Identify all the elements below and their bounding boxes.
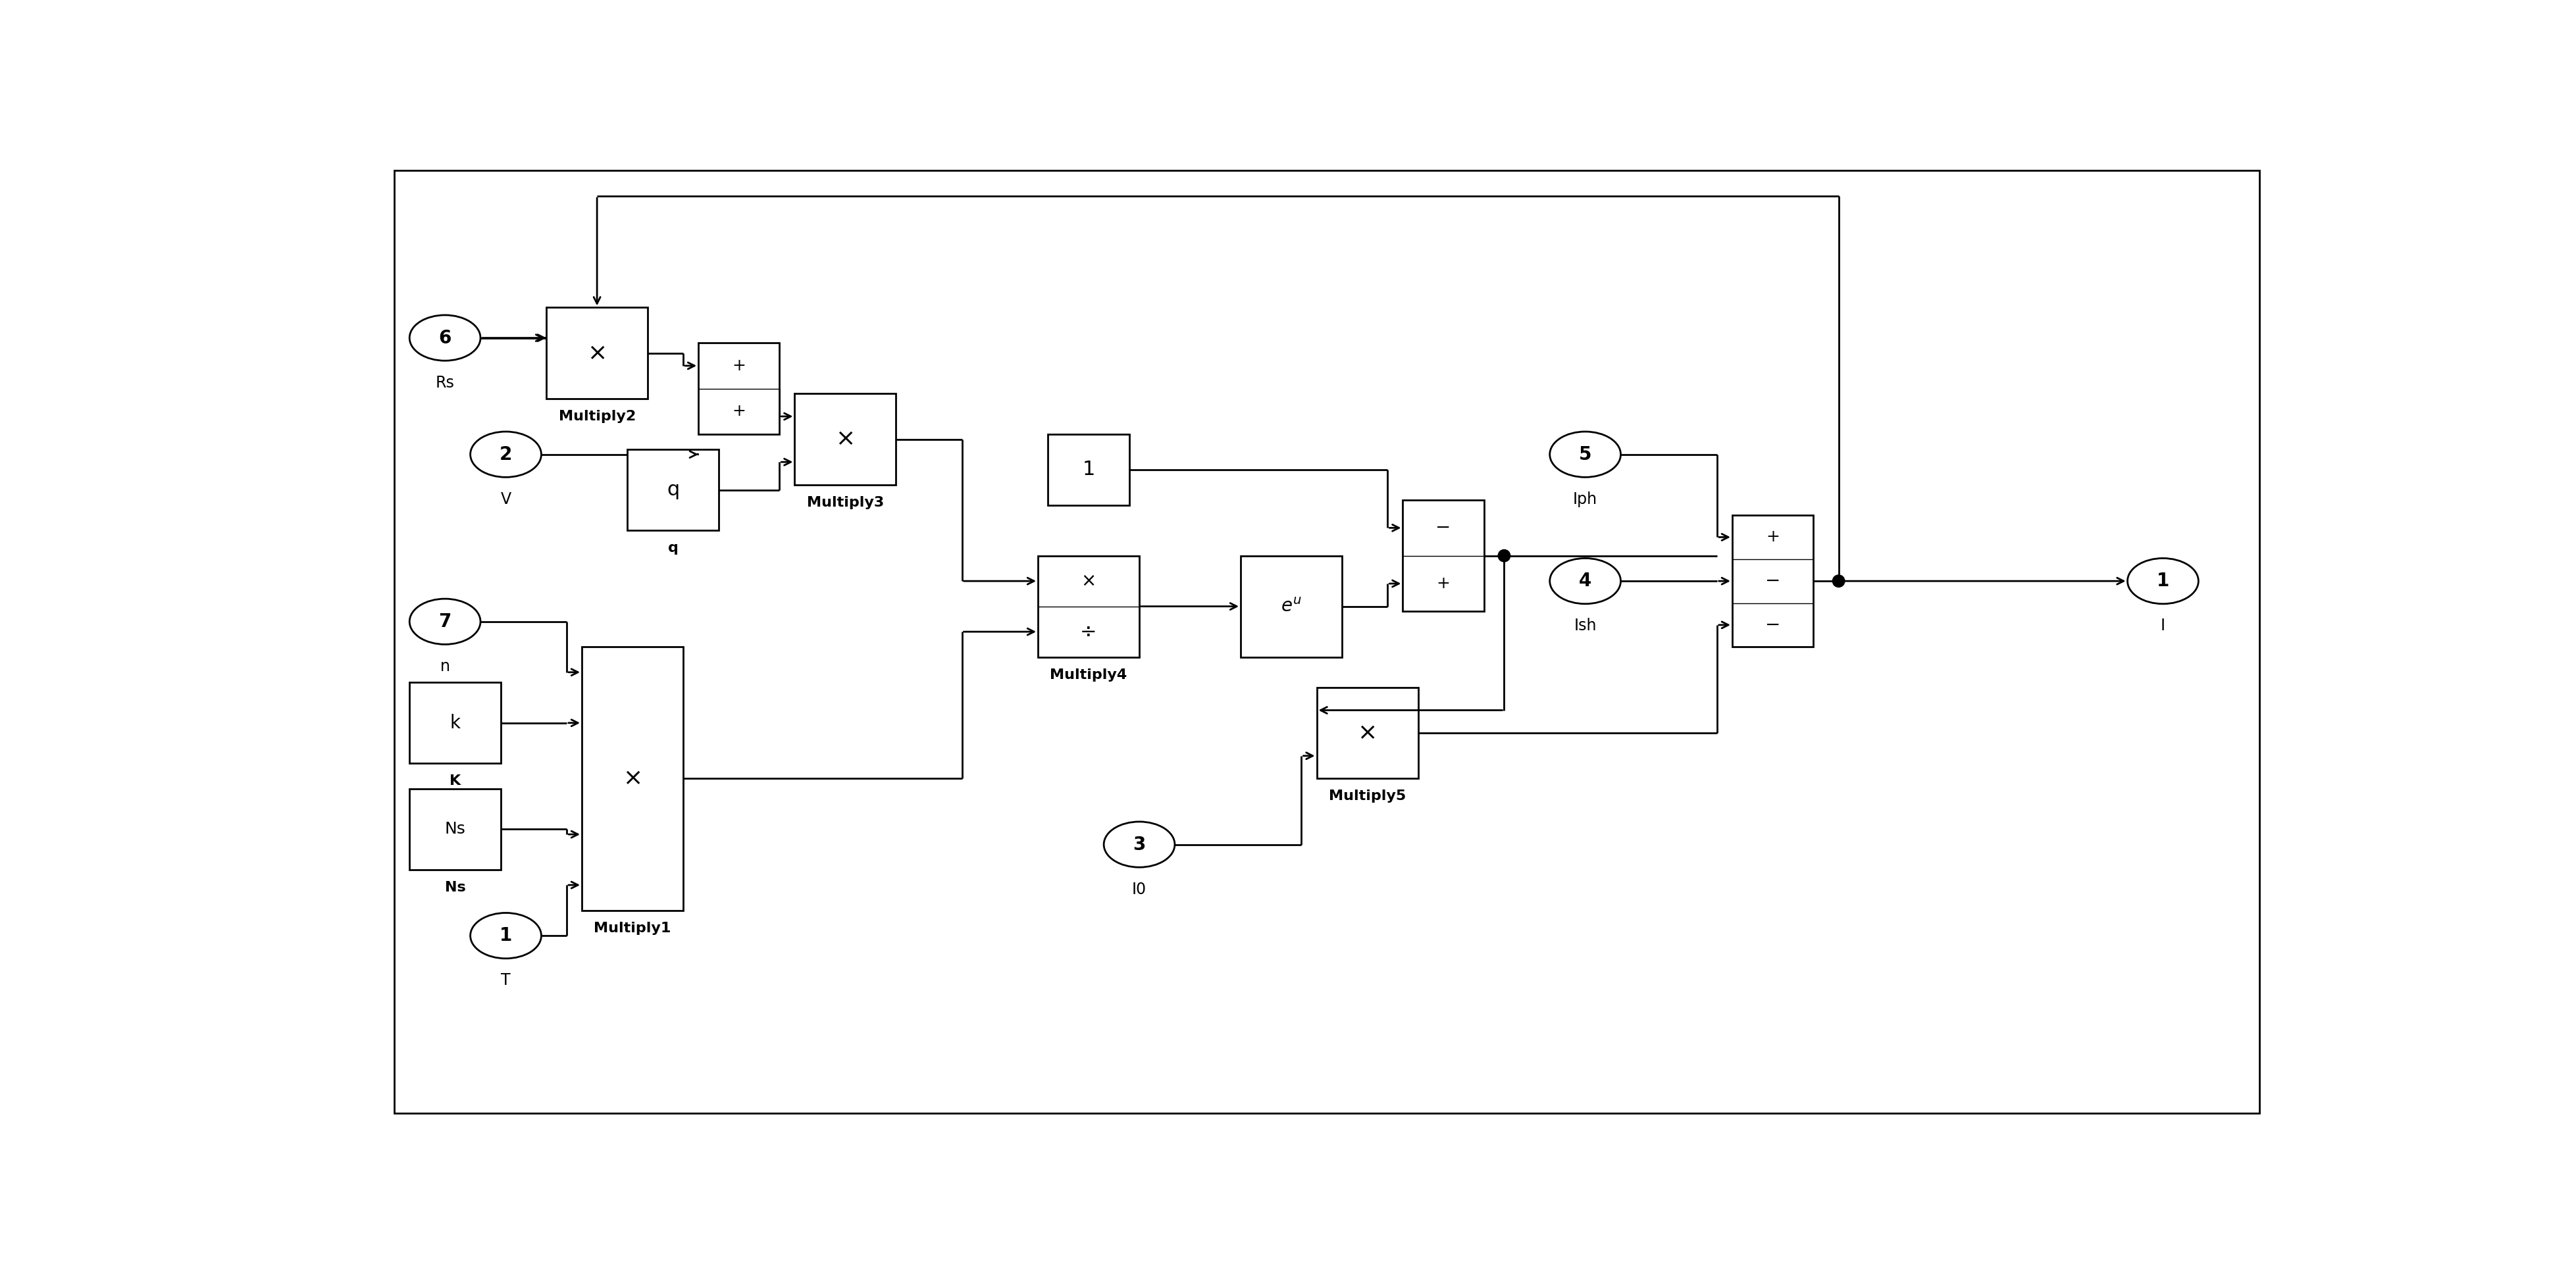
Bar xyxy=(629,449,719,531)
Ellipse shape xyxy=(2128,558,2197,604)
Bar xyxy=(1038,555,1139,657)
Ellipse shape xyxy=(1103,821,1175,867)
Text: n: n xyxy=(440,659,451,674)
Text: Multiply5: Multiply5 xyxy=(1329,789,1406,803)
Text: Multiply2: Multiply2 xyxy=(559,409,636,423)
Text: 7: 7 xyxy=(438,613,451,631)
Ellipse shape xyxy=(1551,558,1620,604)
Ellipse shape xyxy=(1551,431,1620,477)
Text: −: − xyxy=(1765,572,1780,591)
Bar xyxy=(793,394,896,485)
Bar xyxy=(410,683,500,764)
Bar xyxy=(546,307,647,399)
Text: V: V xyxy=(500,491,510,508)
Text: +: + xyxy=(1767,530,1780,545)
Text: 3: 3 xyxy=(1133,835,1146,853)
Text: 6: 6 xyxy=(438,329,451,347)
Text: ×: × xyxy=(1082,572,1097,591)
Text: +: + xyxy=(732,403,747,420)
Text: ×: × xyxy=(587,341,608,365)
Bar xyxy=(410,789,500,870)
Text: Ns: Ns xyxy=(446,821,466,838)
Text: ÷: ÷ xyxy=(1079,622,1097,641)
Bar xyxy=(1316,687,1417,779)
Text: I0: I0 xyxy=(1131,881,1146,898)
Text: Iph: Iph xyxy=(1574,491,1597,508)
Text: +: + xyxy=(1437,576,1450,591)
Text: T: T xyxy=(500,972,510,989)
Text: 1: 1 xyxy=(2156,572,2169,591)
Circle shape xyxy=(1832,576,1844,587)
Text: Ish: Ish xyxy=(1574,618,1597,634)
Text: 4: 4 xyxy=(1579,572,1592,591)
Text: ×: × xyxy=(623,767,641,790)
Text: +: + xyxy=(732,358,747,373)
Text: q: q xyxy=(667,481,680,499)
Text: 1: 1 xyxy=(1082,460,1095,480)
Text: ×: × xyxy=(835,428,855,450)
Ellipse shape xyxy=(410,315,482,361)
Text: 2: 2 xyxy=(500,445,513,463)
Text: ×: × xyxy=(1358,721,1378,744)
Text: K: K xyxy=(448,775,461,788)
Bar xyxy=(1731,515,1814,647)
Text: $e^u$: $e^u$ xyxy=(1280,597,1301,615)
Bar xyxy=(1048,434,1128,505)
Text: 1: 1 xyxy=(500,926,513,945)
Text: Multiply3: Multiply3 xyxy=(806,496,884,509)
Text: 5: 5 xyxy=(1579,445,1592,463)
Circle shape xyxy=(1499,550,1510,561)
Ellipse shape xyxy=(471,431,541,477)
Text: q: q xyxy=(667,541,677,555)
Ellipse shape xyxy=(471,913,541,958)
Text: Multiply1: Multiply1 xyxy=(595,921,672,935)
Bar xyxy=(1242,555,1342,657)
Text: −: − xyxy=(1765,615,1780,634)
Text: I: I xyxy=(2161,618,2166,634)
Text: k: k xyxy=(451,714,461,732)
Bar xyxy=(698,343,781,434)
Text: −: − xyxy=(1435,519,1450,537)
Bar xyxy=(1404,500,1484,611)
Bar xyxy=(582,647,683,911)
Text: Rs: Rs xyxy=(435,375,453,390)
Text: Multiply4: Multiply4 xyxy=(1051,668,1128,682)
Ellipse shape xyxy=(410,599,482,645)
Text: Ns: Ns xyxy=(446,881,466,894)
